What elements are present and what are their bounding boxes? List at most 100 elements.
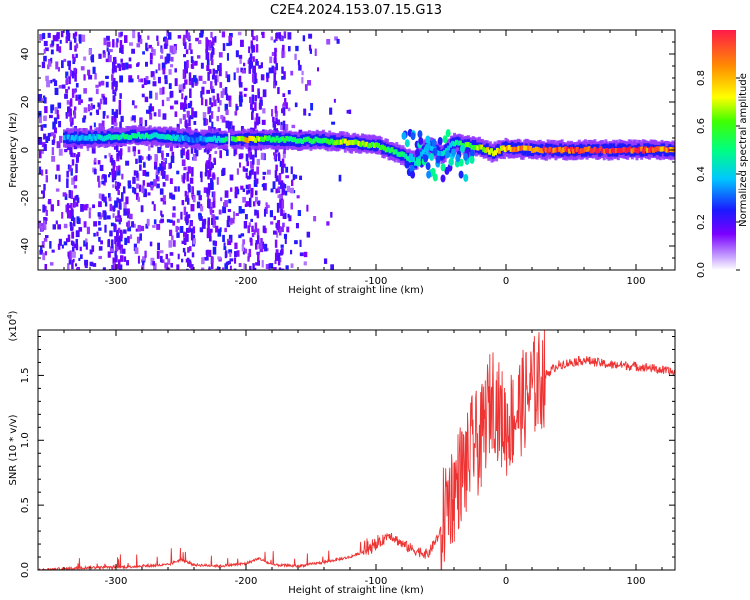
spectrogram-noise-cell [132,176,136,184]
spectrogram-turbulence-blob [416,158,422,167]
spectrogram-ridge-core [117,135,121,141]
spectrogram-ridge-core [324,137,328,143]
spectrogram-noise-cell [226,149,229,156]
spectrogram-noise-cell [209,228,213,233]
spectrogram-noise-cell [180,84,185,92]
spectrogram-noise-cell [137,149,141,155]
spectrogram-ridge-core [142,134,146,140]
spectrogram-noise-cell [271,51,275,57]
spectrogram-noise-cell [123,202,127,209]
spectrogram-turbulence-blob [426,170,432,179]
spectrogram-noise-cell [177,186,180,192]
spectrogram-noise-cell [254,209,257,216]
spectrogram-noise-cell [112,206,116,212]
spectrogram-noise-cell [124,35,128,43]
spectrogram-noise-cell [142,256,147,261]
spectrogram-noise-cell [165,253,169,260]
spectrogram-noise-cell [111,239,114,249]
spectrogram-noise-cell [113,122,118,127]
spectrogram-noise-cell [88,207,92,211]
spectrogram-noise-cell [200,205,204,212]
spectrogram-noise-cell [42,204,46,213]
spectrogram-noise-cell [112,57,116,66]
spectrogram-ridge-core [113,134,117,140]
spectrogram-ridge-core [316,137,320,143]
spectrogram-noise-cell [97,175,100,182]
spectrogram-ridge-core [166,134,170,140]
spectrogram-noise-cell [93,122,96,128]
spectrogram-noise-cell [276,202,280,213]
spectrogram-noise-cell [48,198,52,205]
spectrogram-noise-cell [213,157,216,163]
spectrogram-turbulence-blob [408,153,414,162]
spectrogram-noise-cell [215,70,219,74]
spectrogram-noise-cell [275,164,278,172]
spectrogram-noise-cell [44,251,48,256]
spectrogram-noise-cell [141,84,145,89]
spectrogram-noise-cell [114,200,118,208]
spectrogram-noise-cell [211,75,215,80]
spectrogram-ridge-core [154,132,158,138]
spectrogram-ridge-core [466,142,470,148]
spectrogram-noise-cell [221,31,226,38]
spectrogram-noise-cell [228,199,232,204]
spectrogram-noise-cell [206,253,209,261]
spectrogram-noise-cell [223,242,226,247]
spectrogram-ridge-core [492,151,495,157]
spectrogram-noise-cell [286,185,291,193]
spectrogram-ridge-core [523,145,527,151]
spectrogram-noise-cell [247,256,250,262]
spectrogram-ridge-core [191,137,195,143]
spectrogram-noise-cell [88,74,93,80]
spectrogram-noise-cell [137,75,140,79]
spectrogram-noise-cell [272,230,277,235]
snr-y-tick-label: 1.5 [20,367,31,383]
spectrogram-noise-cell [70,240,74,246]
spectrogram-turbulence-blob [440,174,446,183]
spectrogram-noise-cell [49,262,54,266]
spectrogram-noise-cell [112,61,115,71]
spectrogram-noise-cell [206,39,210,47]
spectrogram-turbulence-blob [414,148,420,157]
spectrogram-noise-cell [269,56,273,64]
colorbar: 0.00.20.40.60.8 Normalized spectral ampl… [696,30,749,278]
spectrogram-noise-cell [189,228,194,233]
spectrogram-noise-cell [113,145,117,150]
spectrogram-noise-cell [285,102,288,109]
spectrogram-noise-cell [246,175,251,180]
spectrogram-noise-cell [274,80,278,86]
spectrogram-noise-cell [255,242,258,250]
spectrogram-noise-cell [112,213,115,218]
spectrogram-noise-cell [58,85,63,89]
spectrogram-ridge-core [357,141,361,147]
spectrogram-ridge-core [564,146,568,152]
spectrogram-noise-cell [114,92,117,96]
spectrogram-noise-cell [272,181,276,189]
spectrogram-noise-cell [155,168,160,175]
spectrogram-noise-cell [234,242,238,250]
spectrogram-noise-cell [245,184,250,190]
spectrogram-ridge-core [68,136,72,142]
spectrogram-ridge-core [94,135,98,141]
spectrogram-noise-cell [274,54,277,64]
spectrogram-noise-cell [249,53,253,60]
spectrogram-noise-cell [242,196,246,203]
spectrogram-noise-cell [258,65,262,69]
spectrogram-noise-cell [69,250,72,260]
spectrogram-ridge-core [548,146,552,152]
spectrogram-ridge-core [162,134,166,140]
spectrogram-noise-cell [274,260,277,265]
spectrogram-ridge-core [240,135,244,141]
spectrogram-noise-cell [71,152,74,158]
spectrogram-ridge-core [490,148,494,154]
spectrogram-noise-cell [220,90,224,98]
spectrogram-noise-cell [142,51,145,55]
spectrogram-noise-cell [233,268,237,270]
spectrogram-ridge-core [659,146,663,152]
spectrogram-noise-cell [66,170,69,178]
spectrogram-noise-cell [71,159,75,166]
spectrogram-noise-cell [145,109,149,114]
spectrogram-noise-cell [153,219,157,225]
spectrogram-noise-cell [124,237,128,246]
spectrogram-noise-cell [309,48,312,54]
